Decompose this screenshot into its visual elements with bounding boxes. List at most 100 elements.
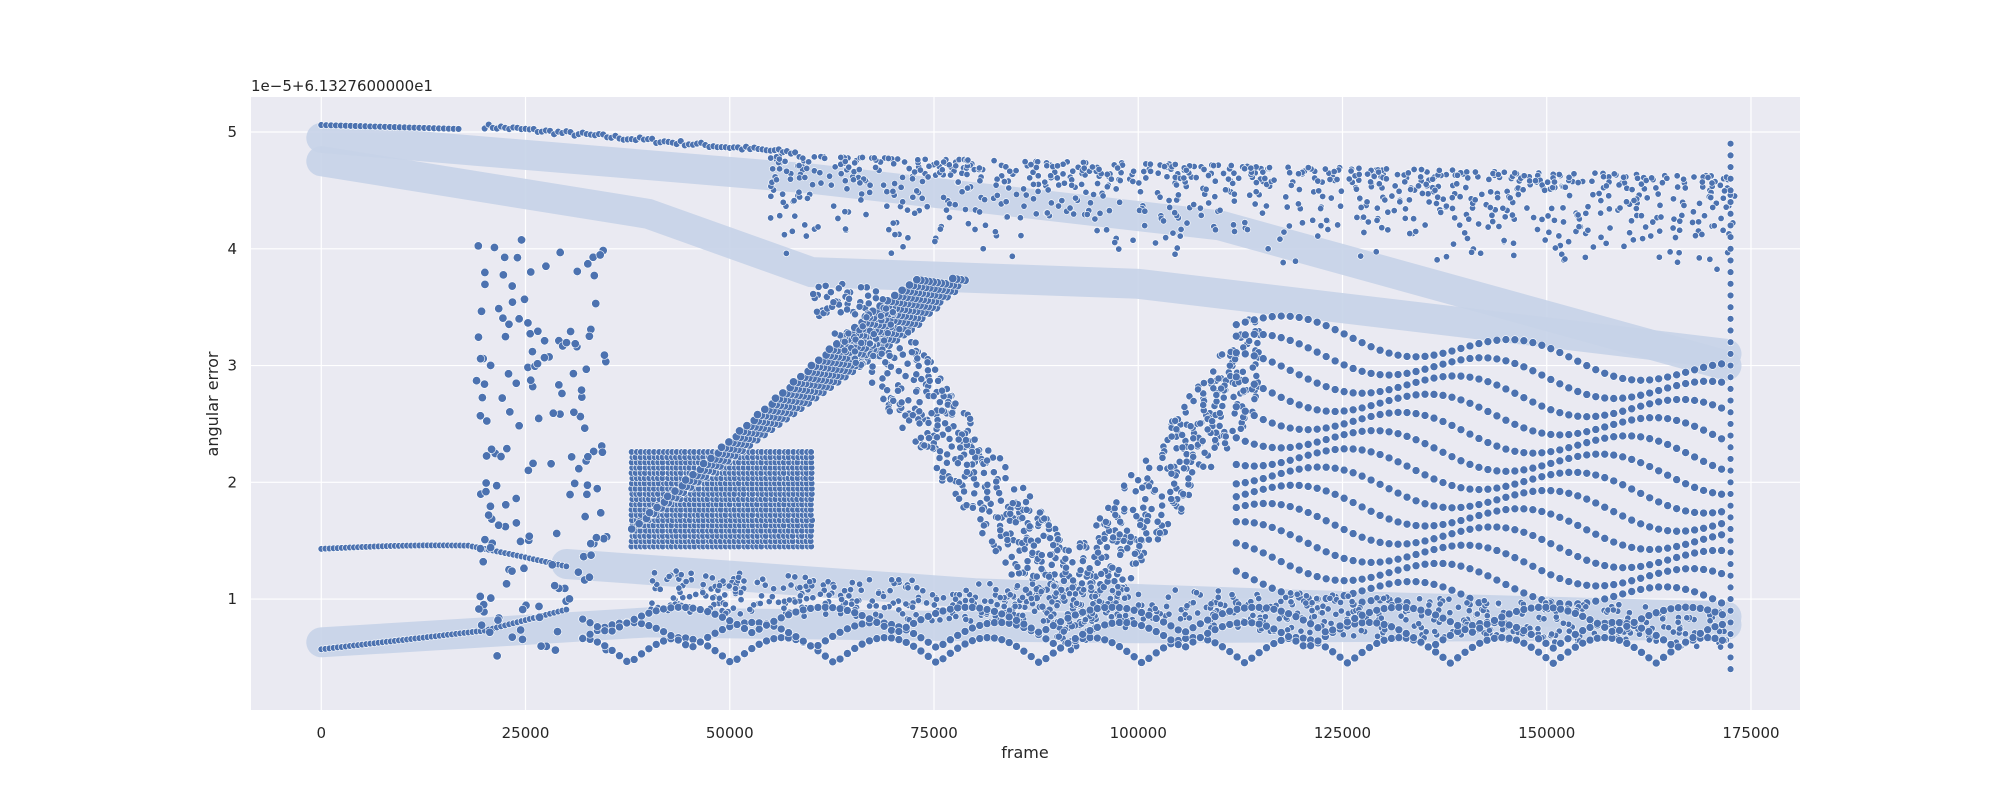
scatter-point: [919, 587, 927, 595]
scatter-point: [1314, 177, 1322, 185]
scatter-point: [706, 453, 716, 463]
scatter-point: [1678, 211, 1686, 219]
scatter-point: [1056, 643, 1065, 653]
scatter-point: [1357, 648, 1367, 657]
scatter-point: [1528, 338, 1538, 347]
scatter-point: [644, 644, 654, 654]
scatter-point: [814, 283, 823, 291]
scatter-point: [1541, 639, 1551, 648]
scatter-point: [1053, 174, 1061, 182]
scatter-point: [1420, 470, 1430, 480]
scatter-point: [1690, 508, 1699, 517]
scatter-point: [1370, 172, 1378, 180]
scatter-point: [1690, 377, 1699, 387]
scatter-point: [844, 329, 853, 338]
scatter-point: [1483, 465, 1493, 474]
scatter-point: [958, 188, 966, 196]
scatter-point: [1020, 545, 1029, 554]
scatter-point: [913, 187, 921, 195]
scatter-point: [1276, 500, 1286, 509]
scatter-point: [1689, 208, 1697, 216]
scatter-point: [1582, 390, 1592, 399]
scatter-point: [981, 597, 989, 605]
scatter-point: [1717, 489, 1726, 499]
scatter-point: [1548, 643, 1558, 653]
scatter-point: [1465, 460, 1475, 469]
scatter-point: [1348, 405, 1358, 415]
scatter-point: [948, 274, 958, 284]
scatter-point: [1258, 548, 1268, 558]
scatter-point: [1357, 388, 1367, 398]
scatter-point: [1240, 406, 1250, 416]
scatter-point: [849, 176, 857, 184]
scatter-point: [993, 175, 1001, 183]
scatter-point: [1210, 638, 1220, 648]
scatter-point: [589, 271, 599, 281]
scatter-point: [1279, 259, 1287, 267]
scatter-point: [1330, 490, 1340, 499]
scatter-point: [1609, 420, 1619, 429]
scatter-point: [1564, 454, 1574, 463]
scatter-point: [1548, 658, 1558, 668]
scatter-point: [637, 649, 646, 659]
scatter-point: [1456, 355, 1466, 365]
scatter-point: [1114, 164, 1122, 172]
scatter-point: [1157, 511, 1166, 519]
scatter-point: [769, 634, 779, 643]
scatter-point: [1627, 484, 1637, 494]
scatter-point: [1528, 366, 1538, 376]
scatter-point: [1060, 576, 1068, 585]
scatter-point: [1312, 378, 1322, 388]
scatter-point: [742, 421, 752, 431]
scatter-point: [1075, 543, 1084, 552]
scatter-point: [1314, 232, 1322, 240]
scatter-point: [1447, 357, 1457, 367]
scatter-point: [918, 178, 926, 186]
scatter-point: [1135, 542, 1144, 550]
scatter-point: [1597, 197, 1605, 205]
scatter-point: [1429, 373, 1439, 383]
scatter-point: [1654, 386, 1663, 395]
scatter-point: [1334, 221, 1342, 229]
scatter-point: [1157, 492, 1166, 501]
scatter-point: [1303, 450, 1313, 460]
scatter-point: [1489, 218, 1497, 226]
scatter-point: [1303, 343, 1313, 353]
scatter-point: [1330, 432, 1340, 442]
scatter-point: [810, 153, 818, 161]
scatter-point: [1330, 385, 1340, 394]
scatter-point: [1366, 342, 1376, 352]
scatter-point: [889, 219, 897, 227]
scatter-point: [1285, 336, 1295, 345]
scatter-point: [583, 259, 593, 269]
scatter-point: [876, 312, 885, 320]
scatter-point: [935, 454, 944, 462]
scatter-point: [826, 288, 835, 297]
scatter-point: [1348, 498, 1358, 507]
scatter-point: [1600, 410, 1610, 420]
scatter-point: [585, 629, 595, 639]
scatter-point: [1295, 186, 1303, 194]
scatter-point: [1708, 546, 1717, 555]
scatter-point: [1285, 423, 1295, 433]
scatter-point: [1537, 566, 1547, 575]
scatter-point: [474, 604, 484, 614]
scatter-point: [1474, 374, 1484, 384]
scatter-point: [1533, 226, 1541, 234]
scatter-point: [1648, 174, 1656, 182]
scatter-point: [1258, 384, 1268, 393]
scatter-point: [1367, 178, 1375, 186]
scatter-point: [1190, 201, 1198, 209]
scatter-point: [1681, 540, 1690, 549]
scatter-point: [1179, 490, 1188, 498]
scatter-point: [1384, 539, 1394, 549]
scatter-point: [880, 336, 889, 345]
scatter-point: [991, 547, 1000, 556]
scatter-point: [1071, 590, 1079, 598]
scatter-point: [1313, 636, 1323, 646]
scatter-point: [828, 632, 837, 641]
scatter-point: [869, 330, 878, 338]
scatter-point: [484, 510, 494, 520]
scatter-point: [1473, 610, 1481, 618]
scatter-point: [1597, 209, 1605, 217]
